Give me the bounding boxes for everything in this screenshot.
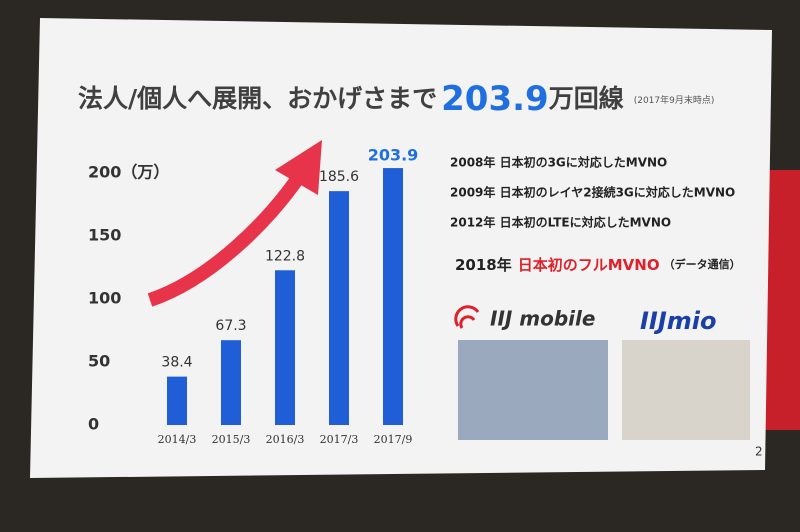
bar <box>221 340 241 425</box>
x-tick-label: 2017/3 <box>320 433 359 446</box>
arrow-head <box>275 140 322 195</box>
highlight: 2018年 日本初のフルMVNO （データ通信） <box>455 256 741 274</box>
highlight-text: 日本初のフルMVNO <box>518 256 660 274</box>
title-unit: 万回線 <box>549 84 624 113</box>
y-tick-label: 0 <box>88 415 99 434</box>
slide-title: 法人/個人へ展開、おかげさまで 203.9万回線 (2017年9月末時点) <box>78 79 714 119</box>
milestone: 2008年 日本初の3Gに対応したMVNO <box>450 155 667 170</box>
x-tick-label: 2017/9 <box>374 433 413 446</box>
y-tick-label: 150 <box>88 226 121 245</box>
highlight-note: （データ通信） <box>664 257 741 271</box>
photo-consumer <box>622 340 750 440</box>
page-number: 2 <box>755 445 763 459</box>
highlight-year: 2018年 <box>455 256 512 274</box>
milestones: 2008年 日本初の3Gに対応したMVNO 2009年 日本初のレイヤ2接続3Gに… <box>450 155 735 230</box>
y-tick-label: 50 <box>88 352 110 371</box>
value-label: 67.3 <box>215 318 246 334</box>
bar <box>329 191 349 425</box>
title-note: (2017年9月末時点) <box>634 94 715 106</box>
photo-business <box>458 340 608 440</box>
brand: IIJmio <box>640 307 717 335</box>
x-tick-label: 2016/3 <box>266 433 305 446</box>
value-label: 38.4 <box>161 355 192 371</box>
title-figure: 203.9 <box>441 79 549 119</box>
bar <box>383 168 403 425</box>
y-tick-label: 100 <box>88 289 121 308</box>
y-tick-label: 200（万） <box>88 163 169 182</box>
title-lead: 法人/個人へ展開、おかげさまで <box>78 84 437 113</box>
milestone: 2009年 日本初のレイヤ2接続3Gに対応したMVNO <box>450 185 735 200</box>
value-label: 122.8 <box>265 248 305 264</box>
x-tick-label: 2014/3 <box>158 433 197 446</box>
brand: IIJ mobile <box>490 307 595 331</box>
bar <box>275 270 295 425</box>
bar <box>167 376 187 425</box>
milestone: 2012年 日本初のLTEに対応したMVNO <box>450 215 671 230</box>
value-label: 185.6 <box>319 169 359 185</box>
growth-arrow <box>147 171 306 307</box>
value-label: 203.9 <box>368 146 419 165</box>
brand-icon <box>454 305 480 329</box>
x-tick-label: 2015/3 <box>212 433 251 446</box>
